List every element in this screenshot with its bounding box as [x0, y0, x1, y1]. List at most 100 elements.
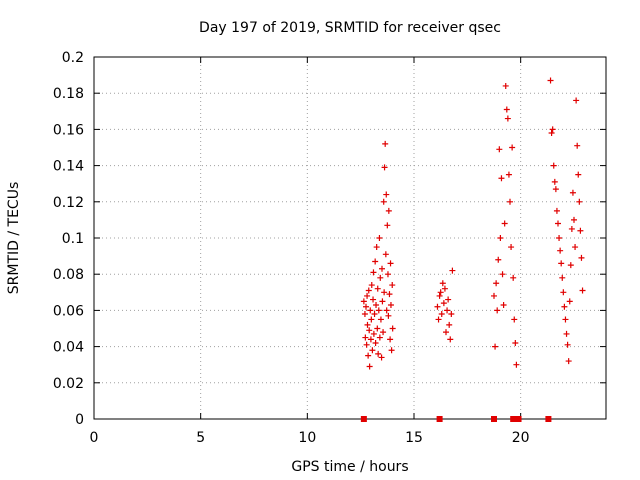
- data-point: [510, 274, 517, 281]
- data-point: [507, 198, 513, 205]
- data-point: [504, 115, 511, 122]
- data-point: [382, 140, 389, 147]
- data-point: [448, 311, 455, 318]
- data-point: [447, 336, 454, 343]
- data-point: [388, 347, 395, 354]
- y-tick-label: 0.16: [53, 122, 84, 138]
- data-point: [439, 280, 446, 287]
- data-point: [495, 256, 502, 263]
- y-tick-label: 0.04: [53, 340, 84, 356]
- data-point: [360, 298, 367, 305]
- data-point: [370, 269, 377, 276]
- y-tick-label: 0.1: [62, 231, 84, 247]
- data-point: [513, 361, 520, 368]
- data-point: [552, 186, 559, 193]
- data-point: [437, 289, 444, 296]
- x-tick-label: 15: [405, 430, 423, 446]
- data-point: [555, 220, 561, 227]
- data-point: [381, 289, 388, 296]
- data-point: [389, 325, 396, 332]
- data-point: [500, 301, 507, 308]
- y-tick-label: 0.08: [53, 267, 84, 283]
- data-point: [444, 307, 451, 314]
- data-point: [385, 207, 392, 214]
- data-point: [578, 254, 585, 261]
- x-tick-label: 0: [90, 430, 99, 446]
- baseline-mark: [510, 416, 517, 422]
- data-point: [371, 311, 378, 318]
- y-tick-label: 0.02: [53, 376, 84, 392]
- data-point: [573, 97, 580, 104]
- data-point: [365, 287, 372, 294]
- data-point: [491, 292, 497, 299]
- chart-title: Day 197 of 2019, SRMTID for receiver qse…: [199, 20, 501, 36]
- data-point: [441, 285, 448, 292]
- baseline-mark: [360, 416, 367, 422]
- data-point: [569, 189, 576, 196]
- data-point: [368, 282, 375, 289]
- data-point: [565, 358, 572, 365]
- data-point: [384, 222, 391, 229]
- data-point: [446, 321, 453, 328]
- data-point: [362, 334, 369, 341]
- data-point: [383, 307, 390, 314]
- data-point: [508, 244, 515, 251]
- data-point: [560, 289, 567, 296]
- data-point: [374, 325, 381, 332]
- data-point: [568, 225, 575, 232]
- data-point: [566, 298, 573, 305]
- grid-lines: [94, 57, 606, 419]
- data-point: [367, 307, 374, 314]
- data-point: [501, 220, 508, 227]
- data-point: [376, 334, 383, 341]
- data-point: [574, 142, 581, 149]
- data-point: [369, 347, 376, 354]
- data-point: [376, 235, 383, 241]
- data-point: [364, 292, 371, 299]
- data-point: [372, 339, 379, 346]
- baseline-mark: [491, 416, 497, 422]
- data-point: [434, 303, 441, 310]
- data-point: [372, 258, 379, 265]
- data-point: [572, 244, 579, 251]
- data-point: [385, 312, 392, 319]
- data-point: [494, 307, 501, 314]
- data-point: [440, 300, 447, 307]
- data-point: [387, 301, 394, 308]
- data-point: [364, 321, 371, 328]
- data-point: [363, 303, 369, 310]
- data-point: [438, 311, 445, 318]
- data-point: [511, 316, 518, 323]
- tick-labels: 0 0.02 0.04 0.06 0.08 0.1 0.12 0.14 0.16 0.18 0.2 0…: [53, 50, 530, 446]
- data-point: [503, 106, 510, 113]
- data-point: [366, 363, 373, 370]
- data-point: [571, 216, 577, 223]
- data-point: [445, 296, 452, 303]
- x-tick-label: 5: [196, 430, 205, 446]
- data-point: [384, 271, 391, 278]
- data-point: [547, 77, 554, 84]
- data-point: [496, 146, 503, 153]
- y-tick-label: 0.18: [53, 86, 84, 102]
- data-point: [361, 311, 368, 318]
- y-tick-label: 0.12: [53, 195, 84, 211]
- x-tick-label: 10: [298, 430, 316, 446]
- data-point: [509, 144, 516, 151]
- data-point: [557, 247, 564, 254]
- data-point: [551, 178, 558, 185]
- data-point: [499, 271, 506, 278]
- data-point: [378, 354, 385, 361]
- data-point: [383, 191, 390, 198]
- data-point: [365, 352, 372, 359]
- data-point: [373, 301, 380, 308]
- data-point: [370, 296, 377, 303]
- data-point: [436, 292, 443, 299]
- data-point: [375, 307, 382, 314]
- data-point: [381, 164, 388, 171]
- data-point: [387, 260, 394, 267]
- data-point: [368, 316, 375, 323]
- data-point: [562, 316, 569, 323]
- data-point: [553, 207, 560, 214]
- baseline-mark: [436, 416, 443, 422]
